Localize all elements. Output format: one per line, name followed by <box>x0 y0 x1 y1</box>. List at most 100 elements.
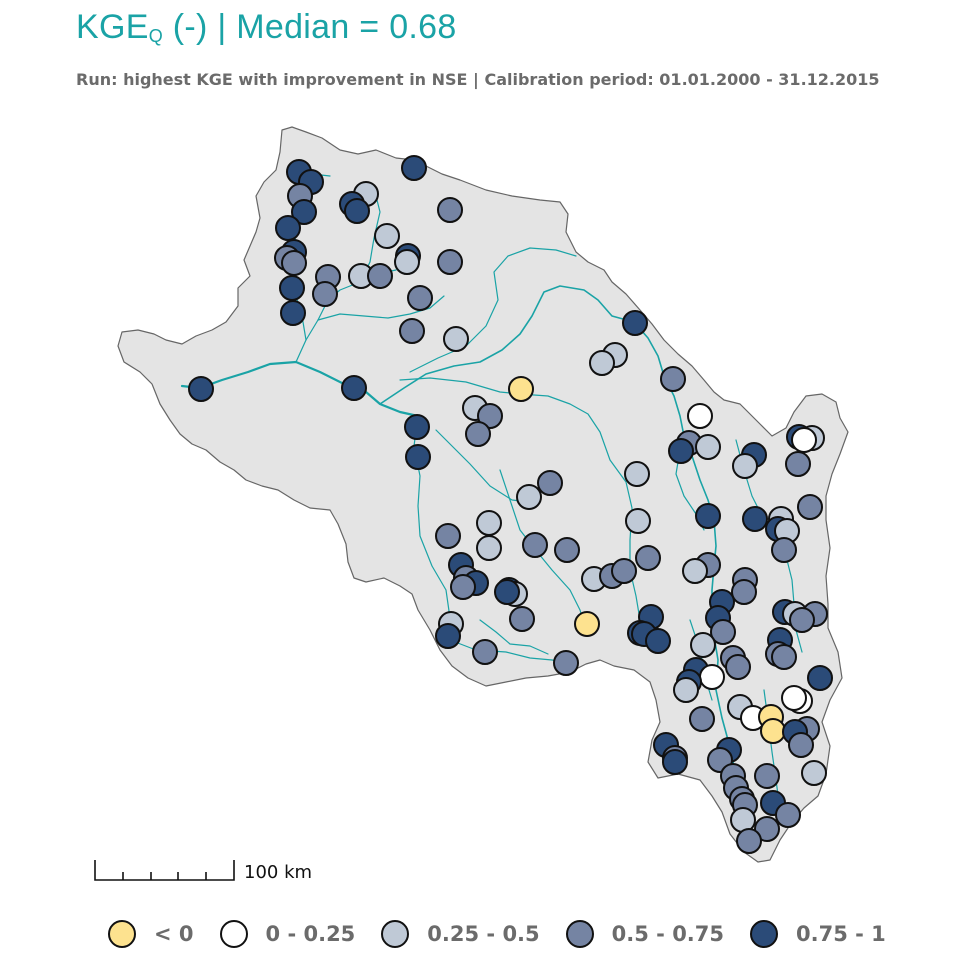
station-marker[interactable] <box>341 375 367 401</box>
legend-item-below-0: < 0 <box>108 920 194 948</box>
station-marker[interactable] <box>771 644 797 670</box>
station-marker[interactable] <box>797 494 823 520</box>
station-marker[interactable] <box>312 281 338 307</box>
station-marker[interactable] <box>281 250 307 276</box>
station-marker[interactable] <box>695 434 721 460</box>
station-marker[interactable] <box>367 263 393 289</box>
legend: < 0 0 - 0.25 0.25 - 0.5 0.5 - 0.75 0.75 … <box>108 920 912 948</box>
station-marker[interactable] <box>801 760 827 786</box>
station-marker[interactable] <box>754 816 780 842</box>
station-marker[interactable] <box>635 545 661 571</box>
river-branch <box>499 469 587 631</box>
station-marker[interactable] <box>435 523 461 549</box>
river-main <box>180 360 420 418</box>
station-marker[interactable] <box>791 427 817 453</box>
station-marker[interactable] <box>450 574 476 600</box>
station-marker[interactable] <box>625 508 651 534</box>
legend-label: 0.75 - 1 <box>796 922 886 946</box>
station-marker[interactable] <box>476 510 502 536</box>
station-marker[interactable] <box>516 484 542 510</box>
station-marker[interactable] <box>785 451 811 477</box>
station-marker[interactable] <box>673 677 699 703</box>
station-marker[interactable] <box>687 403 713 429</box>
station-marker[interactable] <box>553 650 579 676</box>
station-marker[interactable] <box>760 718 786 744</box>
station-marker[interactable] <box>494 579 520 605</box>
station-marker[interactable] <box>624 461 650 487</box>
station-marker[interactable] <box>682 558 708 584</box>
station-marker[interactable] <box>645 628 671 654</box>
station-marker[interactable] <box>188 376 214 402</box>
legend-swatch <box>381 920 410 948</box>
station-marker[interactable] <box>725 654 751 680</box>
scale-bar <box>94 860 235 881</box>
station-marker[interactable] <box>404 414 430 440</box>
station-marker[interactable] <box>690 632 716 658</box>
station-marker[interactable] <box>509 606 535 632</box>
station-marker[interactable] <box>477 403 503 429</box>
station-marker[interactable] <box>807 665 833 691</box>
station-marker[interactable] <box>731 579 757 605</box>
station-marker[interactable] <box>476 535 502 561</box>
map-title: KGEQ (-) | Median = 0.68 <box>76 8 457 46</box>
river-branch <box>435 429 531 503</box>
station-marker[interactable] <box>291 199 317 225</box>
legend-label: 0.25 - 0.5 <box>427 922 540 946</box>
station-marker[interactable] <box>699 664 725 690</box>
station-marker[interactable] <box>789 607 815 633</box>
station-marker[interactable] <box>775 802 801 828</box>
station-marker[interactable] <box>589 350 615 376</box>
river-branch <box>379 285 753 841</box>
river-branch <box>413 415 567 663</box>
station-marker[interactable] <box>742 506 768 532</box>
station-marker[interactable] <box>465 421 491 447</box>
station-marker[interactable] <box>401 155 427 181</box>
legend-label: < 0 <box>154 922 194 946</box>
station-marker[interactable] <box>660 366 686 392</box>
station-marker[interactable] <box>443 326 469 352</box>
station-marker[interactable] <box>732 453 758 479</box>
station-marker[interactable] <box>710 619 736 645</box>
station-marker[interactable] <box>407 285 433 311</box>
station-marker[interactable] <box>437 197 463 223</box>
station-marker[interactable] <box>611 558 637 584</box>
station-marker[interactable] <box>662 749 688 775</box>
station-marker[interactable] <box>771 537 797 563</box>
map-subtitle: Run: highest KGE with improvement in NSE… <box>76 70 880 89</box>
station-marker[interactable] <box>574 611 600 637</box>
gauge-stations <box>188 155 833 854</box>
legend-item-075-1: 0.75 - 1 <box>750 920 886 948</box>
station-marker[interactable] <box>668 438 694 464</box>
station-marker[interactable] <box>344 198 370 224</box>
station-marker[interactable] <box>554 537 580 563</box>
station-marker[interactable] <box>405 444 431 470</box>
river-branch <box>409 247 577 373</box>
station-marker[interactable] <box>435 623 461 649</box>
station-marker[interactable] <box>537 470 563 496</box>
station-marker[interactable] <box>472 639 498 665</box>
station-marker[interactable] <box>622 310 648 336</box>
legend-item-025-05: 0.25 - 0.5 <box>381 920 540 948</box>
station-marker[interactable] <box>437 249 463 275</box>
station-marker[interactable] <box>736 828 762 854</box>
station-marker[interactable] <box>394 249 420 275</box>
river-network <box>180 173 803 841</box>
legend-item-05-075: 0.5 - 0.75 <box>565 920 725 948</box>
legend-swatch <box>750 920 779 948</box>
station-marker[interactable] <box>522 532 548 558</box>
legend-label: 0.5 - 0.75 <box>611 922 725 946</box>
river-branch <box>479 619 549 655</box>
station-marker[interactable] <box>788 732 814 758</box>
station-marker[interactable] <box>689 706 715 732</box>
station-marker[interactable] <box>275 215 301 241</box>
legend-label: 0 - 0.25 <box>265 922 356 946</box>
station-marker[interactable] <box>279 275 305 301</box>
station-marker[interactable] <box>695 503 721 529</box>
station-marker[interactable] <box>280 300 306 326</box>
station-marker[interactable] <box>508 376 534 402</box>
station-marker[interactable] <box>399 318 425 344</box>
station-marker[interactable] <box>781 685 807 711</box>
station-marker[interactable] <box>754 763 780 789</box>
station-marker[interactable] <box>374 223 400 249</box>
